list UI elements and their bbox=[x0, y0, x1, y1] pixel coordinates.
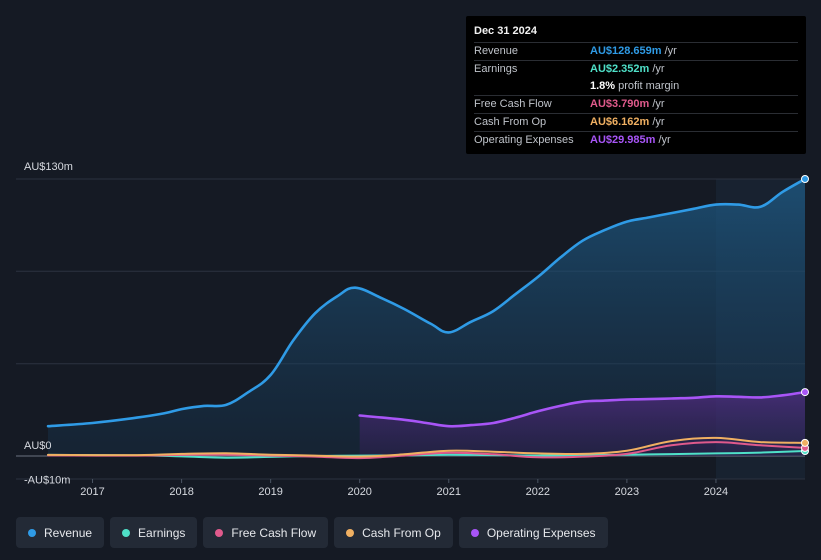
chart: 2017 2018 2019 2020 2021 2022 2023 2024 AU$130m… bbox=[16, 161, 809, 498]
tooltip-row-earnings: Earnings AU$2.352m /yr bbox=[474, 60, 798, 78]
tooltip-unit: /yr bbox=[652, 116, 665, 128]
x-tick-label: 2024 bbox=[704, 486, 728, 498]
y-axis-label: -AU$10m bbox=[24, 474, 70, 486]
x-tick-label: 2022 bbox=[526, 486, 550, 498]
legend-label: Operating Expenses bbox=[486, 525, 596, 540]
y-axis: AU$130m AU$0 -AU$10m bbox=[24, 161, 73, 486]
endpoint-revenue bbox=[801, 175, 809, 183]
legend-dot-icon bbox=[470, 528, 479, 537]
legend-dot-icon bbox=[122, 528, 131, 537]
x-axis: 2017 2018 2019 2020 2021 2022 2023 2024 bbox=[80, 479, 728, 498]
tooltip-value: AU$6.162m bbox=[590, 116, 650, 128]
line-revenue bbox=[46, 177, 807, 428]
legend-dot-icon bbox=[346, 528, 355, 537]
tooltip-unit: /yr bbox=[652, 63, 665, 75]
tooltip-row-cash-from-op: Cash From Op AU$6.162m /yr bbox=[474, 113, 798, 131]
series-areas bbox=[48, 179, 805, 456]
endpoint-operating-expenses bbox=[801, 388, 809, 397]
tooltip-label: Free Cash Flow bbox=[474, 98, 552, 110]
tooltip-value: AU$29.985m bbox=[590, 134, 656, 146]
tooltip-value: AU$2.352m bbox=[590, 63, 650, 75]
x-tick-label: 2023 bbox=[615, 486, 639, 498]
tooltip-label: Earnings bbox=[474, 63, 518, 75]
area-revenue bbox=[48, 179, 805, 456]
tooltip-unit: /yr bbox=[652, 98, 665, 110]
tooltip-unit: profit margin bbox=[618, 80, 680, 92]
tooltip-unit: /yr bbox=[664, 45, 677, 57]
legend: Revenue Earnings Free Cash Flow Cash Fro… bbox=[16, 517, 608, 548]
legend-label: Cash From Op bbox=[362, 525, 441, 540]
line-cash-from-op bbox=[47, 436, 806, 458]
y-axis-label: AU$130m bbox=[24, 161, 73, 173]
series-lines bbox=[46, 177, 807, 460]
line-earnings bbox=[47, 450, 806, 459]
tooltip-label: Operating Expenses bbox=[474, 134, 574, 146]
tooltip-value: AU$128.659m bbox=[590, 45, 662, 57]
legend-label: Revenue bbox=[44, 525, 93, 540]
tooltip-value: AU$3.790m bbox=[590, 98, 650, 110]
x-tick-label: 2020 bbox=[347, 486, 371, 498]
legend-dot-icon bbox=[215, 528, 224, 537]
tooltip-label: Cash From Op bbox=[474, 116, 547, 128]
tooltip-row-operating-expenses: Operating Expenses AU$29.985m /yr bbox=[474, 131, 798, 149]
y-axis-label: AU$0 bbox=[24, 440, 52, 452]
tooltip-label bbox=[474, 78, 590, 95]
line-operating-expenses bbox=[358, 390, 807, 428]
x-tick-label: 2018 bbox=[169, 486, 193, 498]
tooltip-row-free-cash-flow: Free Cash Flow AU$3.790m /yr bbox=[474, 95, 798, 113]
x-tick-label: 2021 bbox=[437, 486, 461, 498]
legend-item-free-cash-flow[interactable]: Free Cash Flow bbox=[203, 517, 329, 548]
x-tick-label: 2017 bbox=[80, 486, 104, 498]
legend-item-revenue[interactable]: Revenue bbox=[16, 517, 105, 548]
endpoint-cash-from-op bbox=[801, 438, 809, 447]
legend-item-operating-expenses[interactable]: Operating Expenses bbox=[458, 517, 608, 548]
x-tick-label: 2019 bbox=[258, 486, 282, 498]
legend-label: Free Cash Flow bbox=[231, 525, 317, 540]
tooltip-value: 1.8% bbox=[590, 80, 616, 92]
tooltip-unit: /yr bbox=[658, 134, 671, 146]
tooltip-row-profit-margin: 1.8% profit margin bbox=[474, 78, 798, 95]
tooltip: Dec 31 2024 Revenue AU$128.659m /yr Earn… bbox=[466, 16, 806, 154]
line-free-cash-flow bbox=[47, 441, 806, 460]
legend-item-earnings[interactable]: Earnings bbox=[110, 517, 198, 548]
area-operating-expenses bbox=[359, 392, 805, 456]
legend-item-cash-from-op[interactable]: Cash From Op bbox=[334, 517, 453, 548]
legend-dot-icon bbox=[28, 528, 36, 537]
series-endpoints bbox=[801, 175, 809, 455]
tooltip-label: Revenue bbox=[474, 45, 519, 57]
legend-label: Earnings bbox=[138, 525, 186, 540]
tooltip-date: Dec 31 2024 bbox=[474, 25, 537, 37]
tooltip-row-revenue: Revenue AU$128.659m /yr bbox=[474, 42, 798, 60]
